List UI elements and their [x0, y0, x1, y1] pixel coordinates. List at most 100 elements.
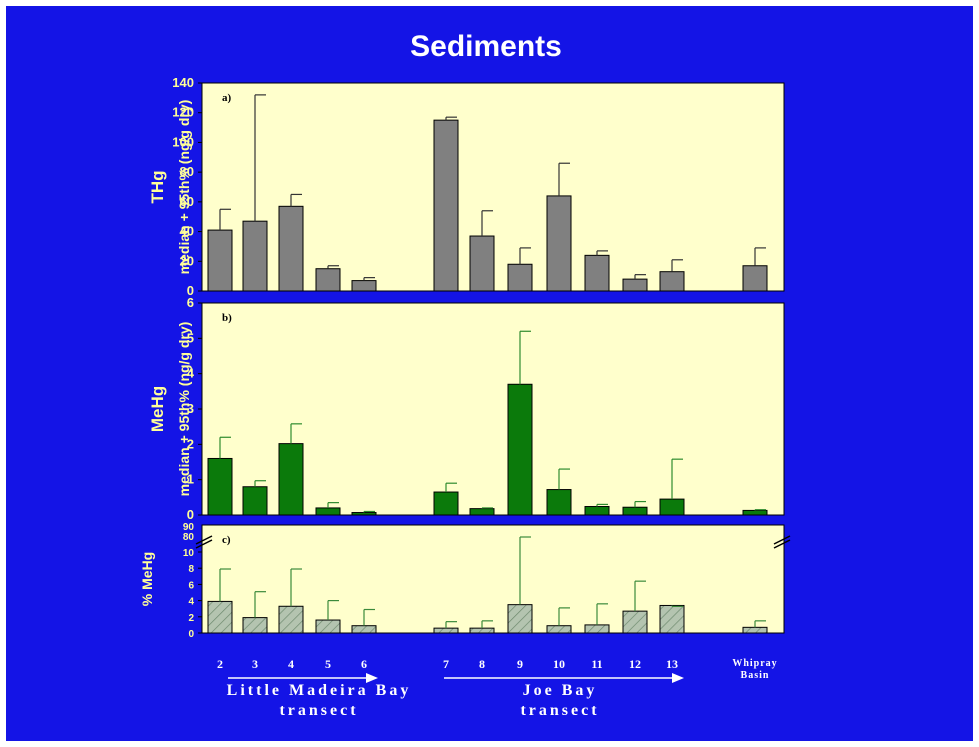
- y-tick-label: 20: [180, 253, 194, 268]
- bar: [242, 486, 268, 516]
- x-tick-label: 6: [361, 657, 367, 671]
- y-tick-label: 40: [180, 224, 194, 239]
- bar: [622, 610, 648, 634]
- transect-label-lmb: Little Madeira Bay: [227, 682, 412, 699]
- x-tick-label: 7: [443, 657, 449, 671]
- y-tick-label: 2: [188, 613, 194, 624]
- transect-arrow-lmb-head: [366, 673, 378, 683]
- y-axis-label-top: THg: [148, 170, 167, 203]
- bar: [546, 195, 572, 292]
- bar: [659, 604, 685, 634]
- x-tick-label: 10: [553, 657, 565, 671]
- bar: [433, 119, 459, 292]
- bar: [315, 507, 341, 516]
- y-tick-label-break: 80: [183, 532, 195, 543]
- axis-break-mark: [195, 539, 213, 549]
- panel-b: 0 1 2 3 4 5 6 b) MeHg median + 95th% (ng/g dry): [148, 295, 785, 522]
- x-tick-label: 3: [252, 657, 258, 671]
- y-tick-label: 5: [187, 330, 194, 345]
- bar: [659, 271, 685, 292]
- bar: [469, 235, 495, 292]
- bar: [469, 508, 495, 516]
- y-tick-label: 10: [183, 548, 195, 559]
- bar: [351, 280, 377, 292]
- panel-label: c): [222, 534, 231, 546]
- x-tick-label-whipray: Whipray: [732, 658, 777, 669]
- y-tick-label-break: 90: [183, 522, 195, 533]
- bar: [742, 509, 768, 516]
- bar: [315, 619, 341, 634]
- bar: [507, 383, 533, 516]
- x-tick-label: 5: [325, 657, 331, 671]
- bar: [207, 229, 233, 292]
- y-tick-label: 100: [172, 134, 194, 149]
- bar: [351, 625, 377, 634]
- bar: [507, 604, 533, 634]
- bar: [278, 605, 304, 634]
- bar: [584, 624, 610, 634]
- y-tick-label: 0: [188, 629, 194, 640]
- bar: [507, 263, 533, 292]
- y-axis-label: % MeHg: [139, 552, 155, 606]
- y-tick-label: 8: [188, 564, 194, 575]
- bar: [278, 443, 304, 516]
- bar: [584, 506, 610, 516]
- panel-label: b): [222, 312, 232, 324]
- x-tick-label: 13: [666, 657, 678, 671]
- bar: [742, 626, 768, 634]
- bar: [433, 491, 459, 516]
- x-tick-label-whipray: Basin: [741, 670, 770, 681]
- y-axis-label: median + 95th% (ng/g dry): [176, 100, 192, 275]
- y-tick-label: 120: [172, 105, 194, 120]
- bar: [207, 600, 233, 634]
- y-tick-label: 80: [180, 164, 194, 179]
- y-tick-label: 4: [187, 366, 195, 381]
- bar: [469, 627, 495, 634]
- panel-label: a): [222, 92, 232, 104]
- bar: [315, 268, 341, 292]
- bar: [659, 498, 685, 516]
- panel-a: 0 20 40 60 80 100 120 140 a) THg median + 95th% (n…: [148, 75, 785, 298]
- bar: [584, 254, 610, 292]
- transect-label-joe: Joe Bay: [523, 682, 598, 699]
- bar: [622, 278, 648, 292]
- bar: [742, 265, 768, 292]
- y-tick-label: 140: [172, 75, 194, 90]
- bar: [278, 205, 304, 292]
- y-tick-label: 6: [187, 295, 194, 310]
- x-tick-label: 11: [591, 657, 602, 671]
- y-tick-label: 4: [188, 597, 194, 608]
- y-tick-label: 6: [188, 580, 194, 591]
- x-tick-label: 8: [479, 657, 485, 671]
- axis-break-mark: [195, 535, 213, 545]
- bar: [207, 457, 233, 516]
- bar: [433, 627, 459, 634]
- bar: [622, 506, 648, 516]
- bar: [546, 489, 572, 516]
- transect-arrow-joe-head: [672, 673, 684, 683]
- y-axis-label-top: MeHg: [148, 386, 167, 432]
- bar: [351, 512, 377, 516]
- y-tick-label: 3: [187, 401, 194, 416]
- axis-break-mark: [773, 535, 791, 545]
- y-axis-label: median + 95th% (ng/g dry): [176, 322, 192, 497]
- bar: [242, 220, 268, 292]
- y-tick-label: 0: [187, 507, 194, 522]
- axis-break-mark: [773, 539, 791, 549]
- y-tick-label: 1: [187, 472, 194, 487]
- transect-label-joe-2: transect: [520, 702, 599, 719]
- y-tick-label: 60: [180, 194, 194, 209]
- y-tick-label: 0: [187, 283, 194, 298]
- x-tick-label: 2: [217, 657, 223, 671]
- bar: [242, 617, 268, 634]
- chart-title: Sediments: [410, 30, 562, 63]
- y-tick-label: 2: [187, 436, 194, 451]
- x-tick-label: 9: [517, 657, 523, 671]
- x-tick-label: 12: [629, 657, 641, 671]
- x-tick-label: 4: [288, 657, 294, 671]
- bar: [546, 625, 572, 634]
